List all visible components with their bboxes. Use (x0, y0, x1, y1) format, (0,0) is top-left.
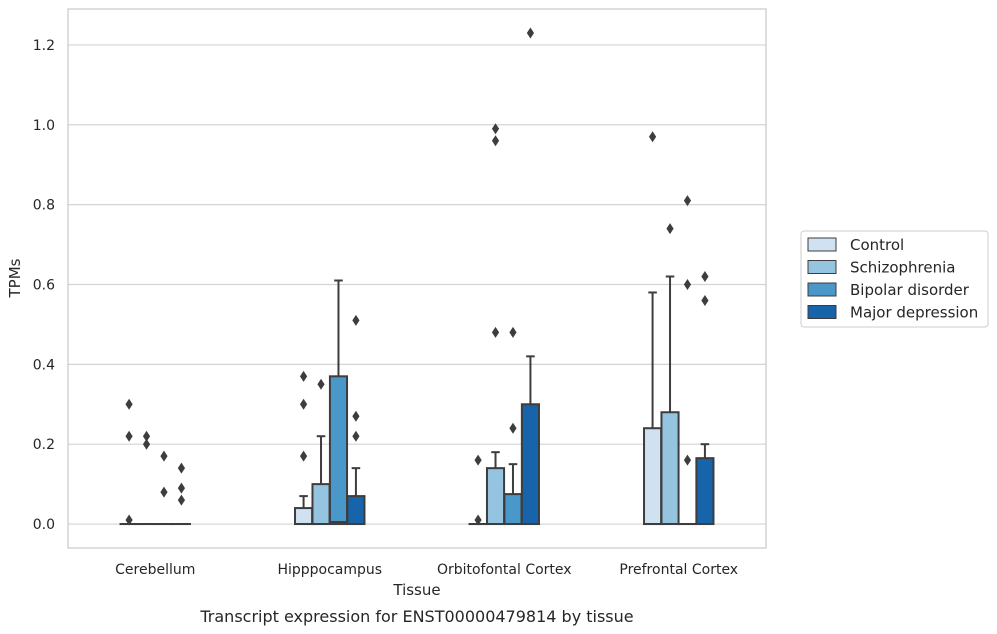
outlier-point (125, 398, 133, 410)
outlier-point (352, 430, 360, 442)
legend: Control Schizophrenia Bipolar disorder Majo… (800, 230, 989, 328)
box-schizophrenia (311, 378, 331, 526)
box-bipolar-disorder (328, 279, 349, 526)
outlier-point (299, 450, 308, 462)
box-bipolar-disorder (503, 326, 523, 526)
legend-item: Major depression (807, 304, 978, 322)
outlier-point (701, 294, 709, 306)
box-control (468, 454, 488, 526)
outlier-point (683, 454, 692, 466)
y-tick-label: 0.4 (33, 357, 55, 373)
legend-item: Schizophrenia (807, 259, 955, 277)
box-rect (328, 375, 349, 526)
x-tick-label: Cerebellum (115, 562, 195, 578)
y-axis-title: TPMs (6, 258, 24, 298)
box-bipolar-disorder (677, 195, 698, 526)
outlier-point (474, 454, 482, 466)
legend-frame (800, 230, 989, 328)
box-rect (643, 427, 663, 526)
outlier-point (177, 482, 186, 494)
outlier-point (177, 494, 186, 506)
outlier-point (177, 462, 186, 474)
x-tick-label: Prefrontal Cortex (619, 562, 738, 578)
outlier-point (474, 514, 482, 526)
box-major-depression (695, 271, 715, 526)
box-rect (346, 495, 366, 526)
y-tick-label: 0.8 (33, 198, 55, 214)
box-control (294, 370, 314, 526)
legend-label: Major depression (850, 304, 978, 322)
legend-label: Schizophrenia (850, 259, 955, 277)
gridlines (68, 44, 766, 525)
box-schizophrenia (485, 123, 506, 526)
box-rect (503, 493, 523, 526)
outlier-point (526, 27, 535, 39)
x-axis-title: Tissue (392, 581, 440, 599)
outlier-point (352, 314, 360, 326)
y-tick-label: 1.0 (33, 118, 55, 134)
legend-swatch (807, 282, 837, 297)
y-tick-label: 1.2 (33, 38, 55, 54)
legend-label: Bipolar disorder (850, 281, 970, 299)
outlier-point (299, 370, 308, 382)
box-control (643, 131, 663, 526)
box-bipolar-disorder (154, 450, 174, 526)
y-tick-labels: 0.0 0.2 0.4 0.6 0.8 1.0 1.2 (33, 38, 55, 533)
outlier-point (299, 398, 308, 410)
chart-caption: Transcript expression for ENST0000047981… (199, 607, 633, 626)
legend-swatch (807, 305, 837, 319)
outlier-point (491, 123, 500, 135)
outlier-point (683, 195, 692, 207)
box-rect (695, 457, 715, 526)
outlier-point (701, 271, 709, 283)
x-tick-labels: Cerebellum Hipppocampus Orbitofontal Corte… (115, 562, 738, 578)
outlier-point (666, 223, 674, 235)
box-major-depression (520, 27, 540, 526)
box-schizophrenia (660, 223, 680, 526)
box-major-depression (346, 314, 366, 526)
box-control (119, 398, 139, 526)
legend-item: Control (807, 236, 904, 254)
outlier-point (491, 326, 500, 338)
legend-swatch (807, 260, 837, 274)
box-major-depression (171, 462, 191, 526)
legend-swatch (807, 237, 837, 252)
y-tick-label: 0.0 (33, 517, 55, 533)
box-rect (520, 403, 540, 526)
outlier-point (317, 378, 325, 390)
outlier-point (352, 410, 360, 422)
x-tick-label: Hipppocampus (277, 562, 382, 578)
legend-label: Control (850, 236, 904, 254)
outlier-point (160, 486, 168, 498)
outlier-point (160, 450, 168, 462)
plot-frame (67, 8, 767, 549)
outlier-point (142, 438, 151, 450)
outlier-point (125, 430, 133, 442)
box-rect (311, 483, 331, 526)
box-rect (485, 467, 506, 526)
outlier-point (683, 278, 692, 290)
y-tick-label: 0.2 (33, 437, 55, 453)
outlier-point (509, 326, 517, 338)
box-rect (294, 507, 314, 526)
outlier-point (509, 422, 517, 434)
outlier-point (142, 430, 151, 442)
legend-item: Bipolar disorder (807, 281, 970, 299)
x-tick-label: Orbitofontal Cortex (437, 562, 572, 578)
outlier-point (648, 131, 657, 143)
box-rect (660, 411, 680, 526)
outlier-point (125, 514, 133, 526)
outlier-point (491, 135, 500, 147)
boxes (119, 27, 715, 526)
y-tick-label: 0.6 (33, 277, 55, 293)
